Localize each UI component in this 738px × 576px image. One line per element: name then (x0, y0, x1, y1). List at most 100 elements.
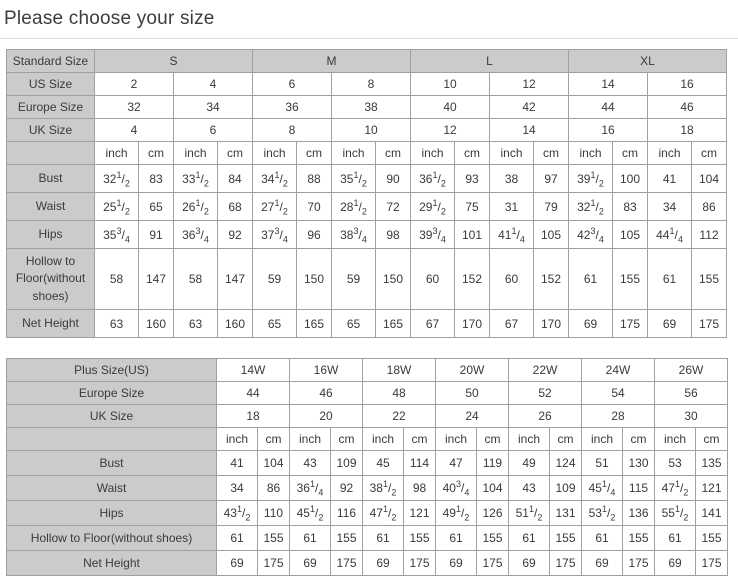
size-group-header: L (410, 49, 569, 73)
size-row-label: Plus Size(US) (6, 358, 217, 383)
table-row: Standard Size S M L XL (6, 49, 727, 73)
size-value-cell: 2 (94, 72, 174, 96)
unit-header-cell: cm (612, 141, 648, 165)
page-title: Please choose your size (4, 8, 215, 29)
measurement-value-cell: 155 (330, 525, 363, 552)
size-value-cell: 22 (362, 404, 436, 429)
unit-header-cell: inch (508, 427, 550, 452)
measurement-value-cell: 116 (330, 500, 363, 527)
size-value-cell: 26 (508, 404, 582, 429)
measurement-value-cell: 471/2 (362, 500, 404, 527)
measurement-value-cell: 121 (695, 475, 728, 502)
measurement-value-cell: 381/2 (362, 475, 404, 502)
measurement-value-cell: 175 (257, 550, 290, 576)
measurement-value-cell: 61 (654, 525, 696, 552)
unit-header-cell: inch (647, 141, 692, 165)
measurement-value-cell: 100 (612, 164, 648, 193)
table-row: UK Size 4 6 8 10 12 14 16 18 (6, 118, 727, 142)
unit-header-cell: cm (454, 141, 490, 165)
measurement-value-cell: 63 (94, 309, 139, 339)
table-row: Net Height 69 175 69 175 69 175 69 175 69 175 69 175… (6, 550, 728, 576)
table-row: inch cm inch cm inch cm inch cm inch cm inch cm inch… (6, 427, 728, 452)
measurement-value-cell: 423/4 (568, 220, 613, 249)
measurement-value-cell: 353/4 (94, 220, 139, 249)
measurement-value-cell: 271/2 (252, 192, 297, 221)
table-row: Hollow to Floor(without shoes) 58 147 58 147… (6, 247, 727, 311)
measurement-value-cell: 391/2 (568, 164, 613, 193)
measurement-value-cell: 131 (549, 500, 582, 527)
measurement-value-cell: 155 (476, 525, 509, 552)
size-value-cell: 26W (654, 358, 728, 383)
measurement-value-cell: 69 (654, 550, 696, 576)
measurement-value-cell: 361/4 (289, 475, 331, 502)
size-value-cell: 40 (410, 95, 490, 119)
measurement-value-cell: 69 (435, 550, 477, 576)
size-value-cell: 44 (568, 95, 648, 119)
measurement-value-cell: 45 (362, 450, 404, 477)
measurement-value-cell: 160 (138, 309, 174, 339)
measurement-value-cell: 60 (489, 247, 534, 311)
measurement-value-cell: 165 (296, 309, 332, 339)
measurement-value-cell: 155 (257, 525, 290, 552)
measurement-value-cell: 147 (138, 247, 174, 311)
unit-header-cell: cm (217, 141, 253, 165)
size-value-cell: 12 (410, 118, 490, 142)
unit-header-cell: cm (476, 427, 509, 452)
size-row-label: UK Size (6, 118, 95, 142)
measurement-value-cell: 34 (647, 192, 692, 221)
standard-table-body: Standard Size S M L XL US Size 2 4 6 8 10 12 14 16 Eur… (6, 49, 727, 339)
unit-header-cell: inch (216, 427, 258, 452)
measurement-value-cell: 281/2 (331, 192, 376, 221)
measurement-value-cell: 135 (695, 450, 728, 477)
measurement-value-cell: 150 (296, 247, 332, 311)
measurement-value-cell: 152 (454, 247, 490, 311)
measurement-value-cell: 160 (217, 309, 253, 339)
measurement-value-cell: 441/4 (647, 220, 692, 249)
measurement-value-cell: 141 (695, 500, 728, 527)
measurement-row-label: Bust (6, 450, 217, 477)
measurement-row-label: Waist (6, 192, 95, 221)
measurement-value-cell: 97 (533, 164, 569, 193)
unit-row-label (6, 141, 95, 165)
unit-header-cell: inch (94, 141, 139, 165)
measurement-value-cell: 86 (257, 475, 290, 502)
measurement-value-cell: 175 (695, 550, 728, 576)
measurement-value-cell: 84 (217, 164, 253, 193)
measurement-value-cell: 51 (581, 450, 623, 477)
size-row-label: Europe Size (6, 381, 217, 406)
measurement-value-cell: 91 (138, 220, 174, 249)
measurement-value-cell: 393/4 (410, 220, 455, 249)
measurement-value-cell: 451/4 (581, 475, 623, 502)
measurement-value-cell: 61 (581, 525, 623, 552)
measurement-value-cell: 411/4 (489, 220, 534, 249)
size-row-label: US Size (6, 72, 95, 96)
measurement-value-cell: 110 (257, 500, 290, 527)
size-row-label: Europe Size (6, 95, 95, 119)
measurement-value-cell: 155 (695, 525, 728, 552)
table-row: Net Height 63 160 63 160 65 165 65 165 67 170 67 170… (6, 309, 727, 339)
measurement-value-cell: 96 (296, 220, 332, 249)
measurement-value-cell: 67 (489, 309, 534, 339)
table-row: US Size 2 4 6 8 10 12 14 16 (6, 72, 727, 96)
measurement-value-cell: 104 (257, 450, 290, 477)
measurement-value-cell: 175 (330, 550, 363, 576)
measurement-value-cell: 65 (252, 309, 297, 339)
unit-header-cell: cm (533, 141, 569, 165)
measurement-value-cell: 451/2 (289, 500, 331, 527)
measurement-value-cell: 351/2 (331, 164, 376, 193)
measurement-value-cell: 121 (403, 500, 436, 527)
table-row: Europe Size 32 34 36 38 40 42 44 46 (6, 95, 727, 119)
measurement-value-cell: 175 (476, 550, 509, 576)
measurement-value-cell: 104 (476, 475, 509, 502)
size-value-cell: 24W (581, 358, 655, 383)
size-value-cell: 34 (173, 95, 253, 119)
table-row: Waist 34 86 361/4 92 381/2 98 403/4 104 43 109 451/… (6, 475, 728, 502)
measurement-value-cell: 59 (331, 247, 376, 311)
measurement-row-label: Net Height (6, 309, 95, 339)
measurement-value-cell: 363/4 (173, 220, 218, 249)
measurement-value-cell: 155 (612, 247, 648, 311)
measurement-value-cell: 403/4 (435, 475, 477, 502)
measurement-value-cell: 175 (403, 550, 436, 576)
measurement-value-cell: 98 (375, 220, 411, 249)
